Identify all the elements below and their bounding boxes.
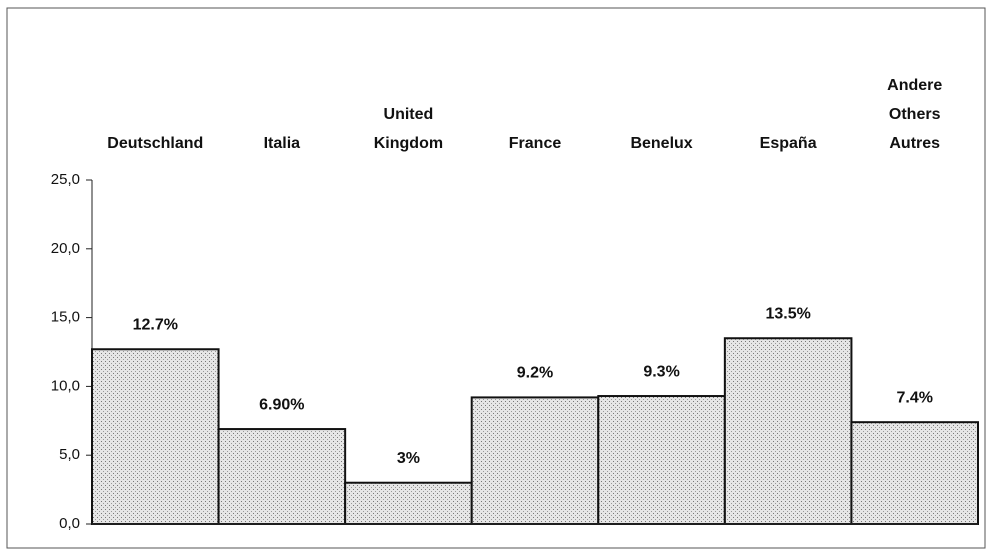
- value-label: 9.3%: [643, 363, 679, 380]
- x-tick-label: United Kingdom: [373, 106, 444, 152]
- frame: [6, 7, 986, 549]
- value-label: 13.5%: [765, 305, 810, 322]
- x-tick-label: Benelux: [630, 135, 693, 152]
- bar: [850, 421, 980, 525]
- y-tick-label: 5,0: [59, 446, 80, 463]
- value-label: 6.90%: [259, 396, 304, 413]
- x-tick-label: España: [759, 135, 817, 152]
- bar: [723, 337, 853, 525]
- x-tick-label: Andere Others Autres: [887, 77, 943, 152]
- bar: [217, 428, 347, 525]
- bar: [91, 348, 220, 525]
- y-tick-label: 15,0: [51, 309, 80, 326]
- x-tick-label: Deutschland: [107, 135, 204, 152]
- value-label: 7.4%: [896, 389, 932, 406]
- y-tick-label: 20,0: [51, 240, 80, 257]
- bar: [597, 395, 726, 526]
- value-label: 3%: [397, 450, 420, 467]
- bar: [470, 396, 600, 525]
- x-tick-label: Italia: [263, 135, 301, 152]
- x-tick-label: France: [508, 135, 562, 152]
- y-tick-label: 25,0: [51, 171, 80, 188]
- y-tick-label: 0,0: [59, 515, 80, 532]
- y-tick-label: 10,0: [51, 377, 80, 394]
- value-label: 9.2%: [517, 365, 553, 382]
- value-label: 12.7%: [133, 316, 178, 333]
- bar: [344, 481, 473, 525]
